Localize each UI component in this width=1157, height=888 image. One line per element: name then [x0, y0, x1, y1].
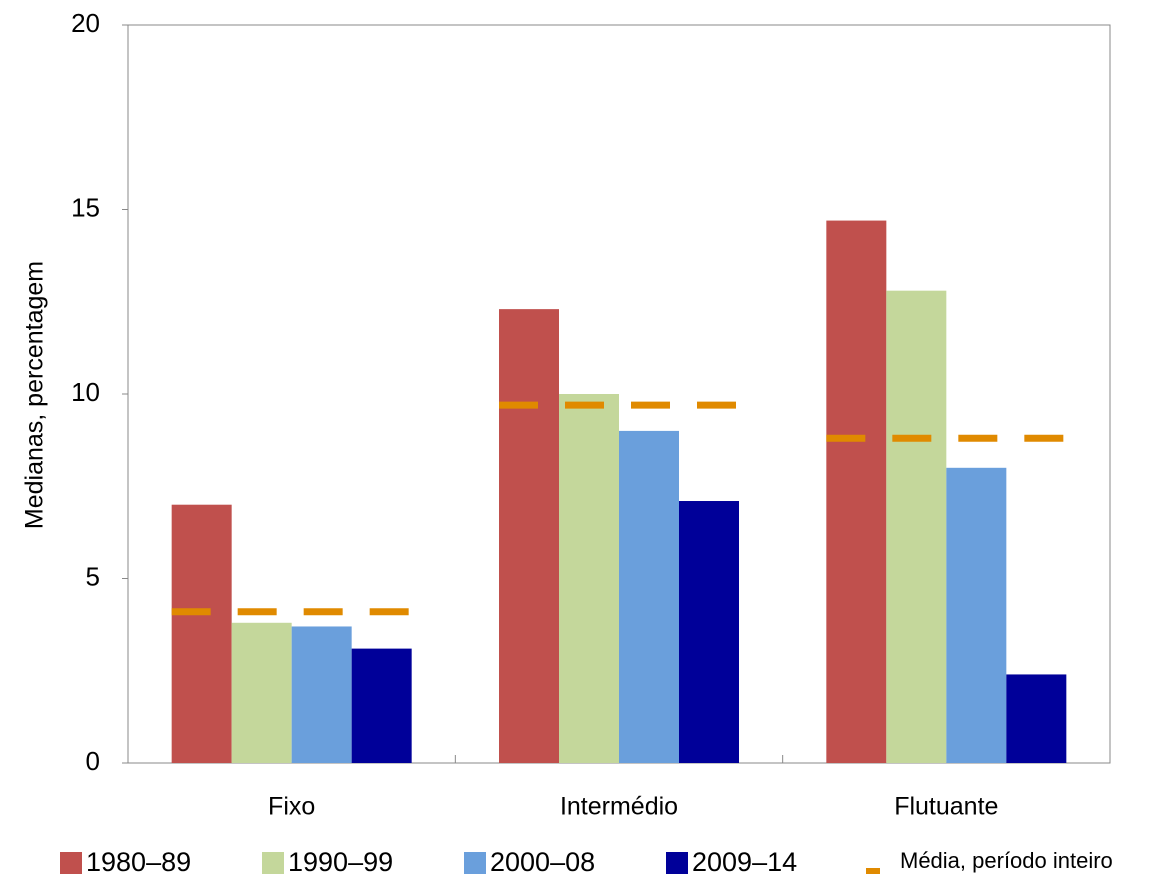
x-tick-label: Fixo	[268, 793, 315, 821]
legend-label: 2000–08	[490, 847, 595, 877]
legend-swatch	[666, 852, 688, 874]
bar	[351, 648, 412, 763]
bar	[291, 626, 352, 763]
y-tick-label: 5	[86, 561, 100, 591]
bar	[886, 290, 947, 763]
bar	[946, 467, 1007, 763]
legend-swatch	[262, 852, 284, 874]
legend-label: 1980–89	[86, 847, 191, 877]
legend-label: 2009–14	[692, 847, 797, 877]
bar	[1006, 674, 1067, 763]
y-tick-label: 20	[71, 8, 100, 38]
bar	[231, 622, 292, 763]
bar	[171, 504, 232, 763]
legend-swatch	[464, 852, 486, 874]
y-tick-label: 0	[86, 746, 100, 776]
legend-label: Média, período inteiro	[900, 848, 1113, 873]
x-tick-label: Flutuante	[894, 793, 998, 821]
legend-label: 1990–99	[288, 847, 393, 877]
bar	[826, 220, 887, 763]
bar	[679, 501, 739, 763]
x-tick-label: Intermédio	[560, 793, 678, 821]
y-tick-label: 10	[71, 377, 100, 407]
y-axis-title: Medianas, percentagem	[21, 261, 49, 529]
bar	[619, 430, 679, 763]
y-tick-label: 15	[71, 192, 100, 222]
bar	[559, 394, 619, 763]
legend-swatch	[866, 868, 880, 874]
bar	[499, 309, 559, 763]
legend-swatch	[60, 852, 82, 874]
